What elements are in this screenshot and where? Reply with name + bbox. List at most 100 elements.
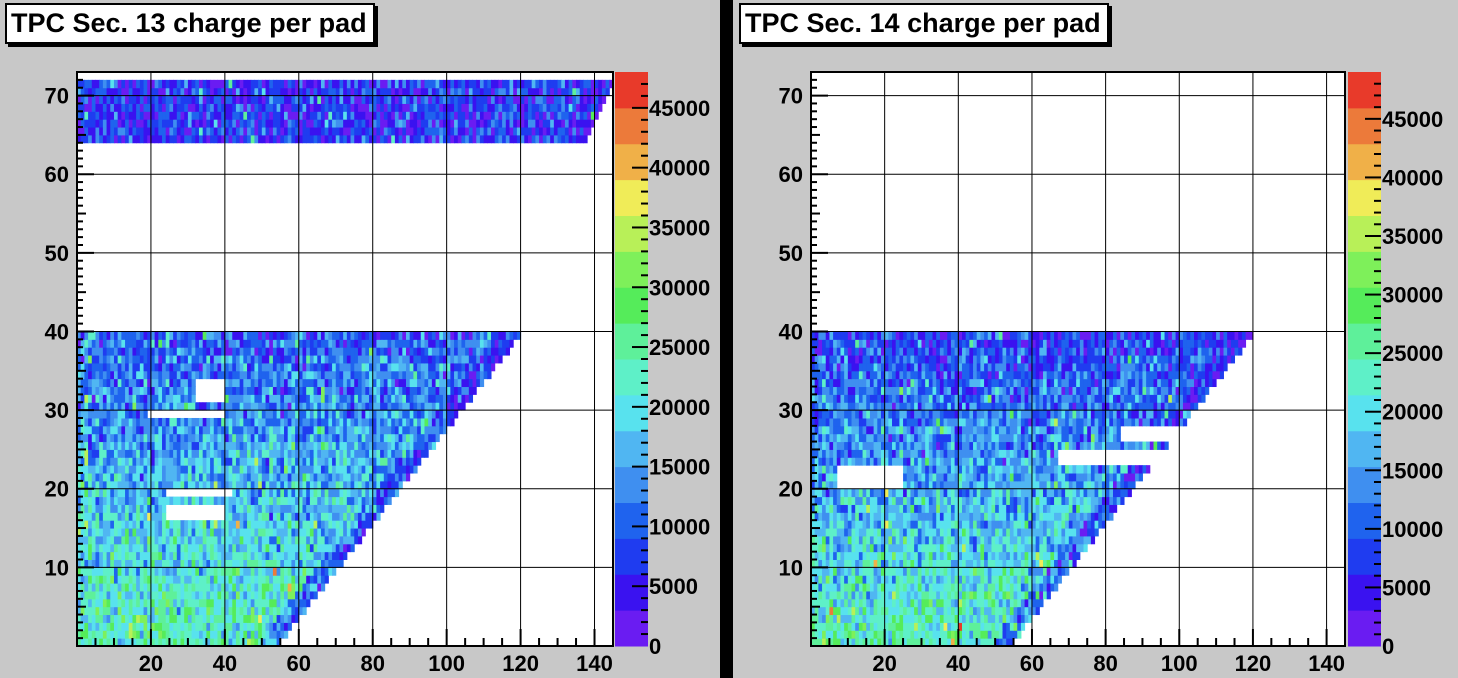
heatmap-cell xyxy=(221,457,226,466)
heatmap-cell xyxy=(106,119,111,128)
heatmap-cell xyxy=(224,402,230,411)
heatmap-cell xyxy=(357,441,363,450)
heatmap-cell xyxy=(221,559,226,568)
heatmap-cell xyxy=(346,528,352,537)
heatmap-cell xyxy=(239,535,244,545)
heatmap-cell xyxy=(313,111,318,120)
heatmap-cell xyxy=(91,465,96,474)
heatmap-cell xyxy=(224,528,230,537)
heatmap-cell xyxy=(235,543,241,553)
heatmap-cell xyxy=(291,95,296,104)
heatmap-cell xyxy=(91,473,96,482)
heatmap-cell xyxy=(258,441,263,450)
heatmap-cell xyxy=(206,339,211,348)
heatmap-cell xyxy=(369,457,374,466)
heatmap-cell xyxy=(195,95,200,104)
heatmap-cell xyxy=(250,496,255,505)
heatmap-cell xyxy=(195,402,200,411)
heatmap-cell xyxy=(224,567,230,576)
heatmap-cell xyxy=(280,362,285,372)
heatmap-cell xyxy=(306,394,311,403)
heatmap-cell xyxy=(102,441,108,450)
heatmap-cell xyxy=(117,339,122,348)
heatmap-cell xyxy=(844,622,849,631)
heatmap-cell xyxy=(243,638,248,647)
heatmap-cell xyxy=(509,331,514,340)
heatmap-cell xyxy=(309,425,315,435)
heatmap-cell xyxy=(80,441,85,450)
heatmap-cell xyxy=(291,111,296,120)
heatmap-cell xyxy=(413,347,418,356)
heatmap-cell xyxy=(235,441,241,450)
heatmap-cell xyxy=(332,362,337,372)
heatmap-cell xyxy=(143,119,148,128)
heatmap-cell xyxy=(88,535,93,545)
heatmap-cell xyxy=(284,622,289,631)
heatmap-cell xyxy=(376,394,381,403)
heatmap-cell xyxy=(491,339,496,348)
heatmap-cell xyxy=(287,127,292,136)
heatmap-cell xyxy=(339,504,344,513)
heatmap-cell xyxy=(88,614,93,623)
heatmap-cell xyxy=(405,111,411,120)
heatmap-cell xyxy=(295,355,300,364)
heatmap-cell xyxy=(261,473,267,482)
heatmap-cell xyxy=(302,103,307,112)
heatmap-cell xyxy=(531,95,536,104)
heatmap-cell xyxy=(454,331,459,340)
heatmap-cell xyxy=(818,630,823,639)
heatmap-cell xyxy=(165,134,170,144)
heatmap-cell xyxy=(502,134,507,144)
heatmap-cell xyxy=(424,347,429,356)
heatmap-cell xyxy=(350,103,355,112)
heatmap-cell xyxy=(320,425,326,435)
heatmap-cell xyxy=(95,496,100,505)
heatmap-cell xyxy=(376,386,381,395)
heatmap-cell xyxy=(84,622,89,631)
heatmap-cell xyxy=(91,512,96,521)
heatmap-cell xyxy=(405,347,411,356)
heatmap-cell xyxy=(969,614,974,623)
heatmap-cell xyxy=(391,79,396,89)
heatmap-cell xyxy=(328,347,333,356)
heatmap-cell xyxy=(295,567,300,576)
heatmap-cell xyxy=(350,95,355,104)
heatmap-cell xyxy=(269,410,274,419)
heatmap-cell xyxy=(265,347,270,356)
heatmap-cell xyxy=(173,622,178,631)
heatmap-cell xyxy=(287,111,292,120)
heatmap-cell xyxy=(173,614,178,623)
heatmap-cell xyxy=(498,127,503,136)
heatmap-cell xyxy=(180,496,185,505)
heatmap-cell xyxy=(250,449,255,458)
heatmap-cell xyxy=(210,622,215,631)
heatmap-cell xyxy=(187,465,193,474)
heatmap-cell xyxy=(287,119,292,128)
heatmap-cell xyxy=(877,638,882,647)
heatmap-cell xyxy=(80,339,85,348)
heatmap-cell xyxy=(128,402,133,411)
heatmap-cell xyxy=(954,614,959,623)
heatmap-cell xyxy=(287,433,292,443)
heatmap-cell xyxy=(239,480,244,490)
heatmap-cell xyxy=(306,355,311,364)
heatmap-cell xyxy=(269,473,274,482)
heatmap-cell xyxy=(335,347,340,356)
heatmap-cell xyxy=(888,614,893,623)
heatmap-cell xyxy=(487,331,492,340)
heatmap-cell xyxy=(125,496,130,505)
heatmap-cell xyxy=(250,488,255,498)
heatmap-cell xyxy=(365,425,370,435)
heatmap-cell xyxy=(176,370,182,380)
heatmap-cell xyxy=(442,425,448,435)
heatmap-cell xyxy=(91,103,96,112)
heatmap-cell xyxy=(343,347,348,356)
heatmap-cell xyxy=(173,355,178,364)
heatmap-cell xyxy=(332,331,337,340)
heatmap-cell xyxy=(224,504,230,513)
heatmap-cell xyxy=(343,355,348,364)
heatmap-cell xyxy=(476,95,481,104)
heatmap-cell xyxy=(187,551,193,560)
heatmap-cell xyxy=(254,103,259,112)
heatmap-cell xyxy=(357,87,363,97)
